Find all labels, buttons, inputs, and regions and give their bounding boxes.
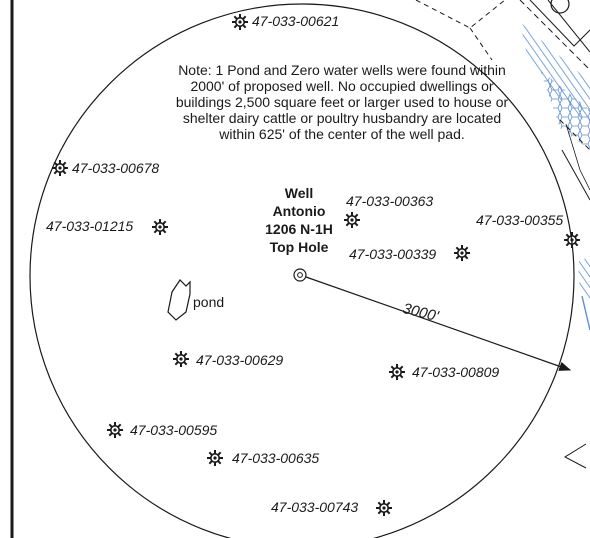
gas-well-symbol-icon (207, 450, 223, 466)
gas-well-symbol-icon (564, 232, 580, 248)
radius-arrow (305, 276, 572, 371)
gas-well-symbol-icon (173, 351, 189, 367)
well-title-line-2: Antonio (272, 203, 326, 219)
well-label-00621: 47-033-00621 (252, 13, 340, 29)
well-title-line-3: 1206 N-1H (265, 221, 333, 237)
well-label-00678: 47-033-00678 (72, 160, 160, 176)
gas-well-symbol-icon (389, 364, 405, 380)
gas-well-symbol-icon (107, 422, 123, 438)
well-label-00629: 47-033-00629 (196, 352, 284, 368)
pond-outline (167, 279, 191, 321)
pond-label: pond (193, 294, 225, 310)
gas-well-symbol-icon (52, 160, 68, 176)
well-label-00355: 47-033-00355 (476, 212, 564, 228)
well-label-00743: 47-033-00743 (271, 499, 359, 515)
well-label-00339: 47-033-00339 (349, 246, 437, 262)
well-label-00595: 47-033-00595 (130, 422, 218, 438)
gas-well-symbol-icon (454, 245, 470, 261)
background-map-features (415, 0, 590, 469)
well-label-00363: 47-033-00363 (346, 193, 434, 209)
gas-well-symbol-icon (232, 14, 248, 30)
well-label-01215: 47-033-01215 (46, 218, 134, 234)
radius-circle (29, 3, 575, 538)
well-title-line-1: Well (284, 185, 314, 201)
gas-well-symbol-icon (376, 500, 392, 516)
well-label-00809: 47-033-00809 (412, 364, 500, 380)
well-title: Well Antonio 1206 N-1H Top Hole (258, 184, 340, 256)
well-title-line-4: Top Hole (269, 239, 329, 255)
well-label-00635: 47-033-00635 (232, 450, 320, 466)
gas-well-symbol-icon (344, 212, 360, 228)
note-text: Note: 1 Pond and Zero water wells were f… (175, 62, 509, 142)
top-hole-target-icon (293, 268, 307, 282)
gas-well-symbol-icon (152, 219, 168, 235)
